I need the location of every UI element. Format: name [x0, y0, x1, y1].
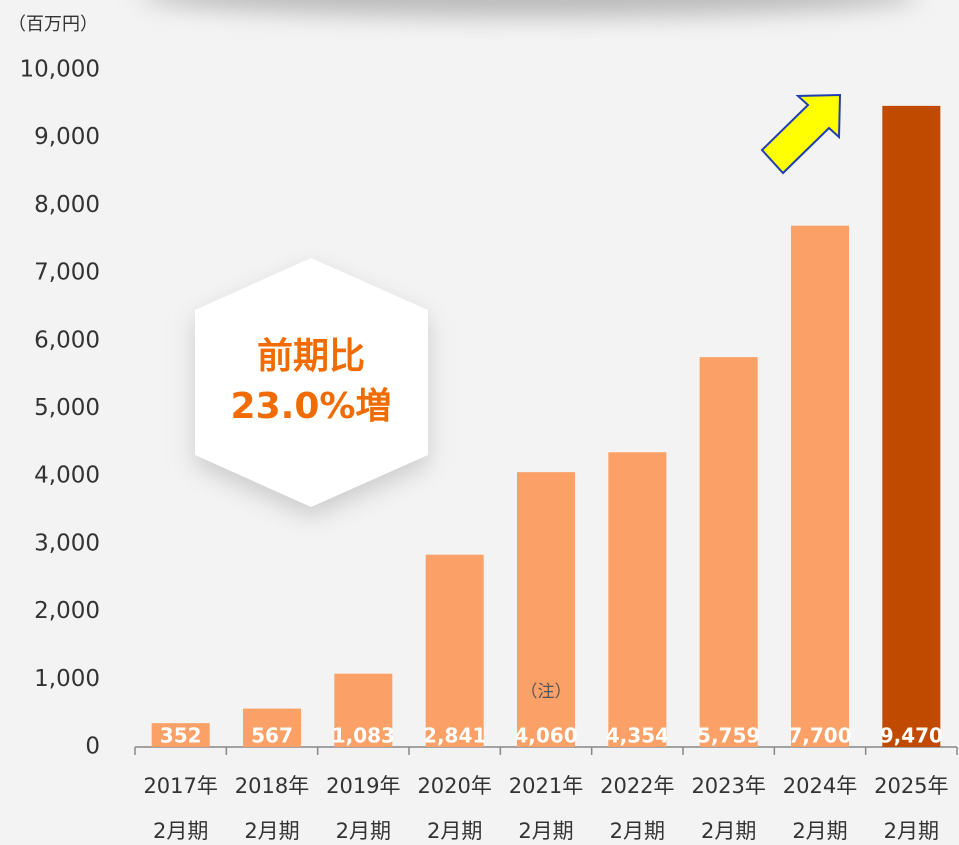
x-tick-label: 2023年 — [691, 774, 765, 798]
value-label: 567 — [251, 724, 293, 748]
value-label: 2,841 — [423, 724, 486, 748]
value-label: 7,700 — [788, 724, 851, 748]
bar — [243, 708, 301, 747]
arrow — [760, 93, 842, 175]
value-label: 9,470 — [880, 724, 943, 748]
y-tick-label: 1,000 — [34, 666, 100, 692]
y-tick-label: 7,000 — [34, 260, 100, 286]
bar — [425, 554, 484, 747]
y-tick-label: 2,000 — [34, 598, 100, 624]
y-tick-label: 3,000 — [34, 530, 100, 556]
value-label: 5,759 — [697, 724, 760, 748]
x-tick-label: 2月期 — [336, 819, 391, 843]
y-tick-label: 0 — [85, 734, 100, 760]
growth-label: 前期比 — [257, 336, 365, 377]
bar — [699, 357, 758, 747]
note: （注） — [521, 682, 572, 702]
y-tick-label: 9,000 — [34, 124, 100, 150]
x-tick-label: 2月期 — [153, 819, 208, 843]
bar — [334, 673, 393, 747]
bar — [791, 225, 849, 747]
x-tick-label: 2月期 — [884, 819, 939, 843]
top-shadow — [150, 0, 910, 17]
growth-value: 23.0%増 — [231, 386, 392, 427]
x-tick-label: 2021年 — [509, 774, 583, 798]
y-tick-label: 6,000 — [34, 327, 100, 353]
y-tick-label: 5,000 — [34, 395, 100, 421]
value-label: 4,060 — [514, 724, 577, 748]
hexagon — [195, 258, 428, 507]
x-tick-label: 2月期 — [610, 819, 665, 843]
x-tick-label: 2020年 — [417, 774, 491, 798]
x-tick-label: 2月期 — [244, 819, 299, 843]
bar — [882, 105, 941, 748]
bar — [517, 472, 575, 747]
y-tick-label: 4,000 — [34, 463, 100, 489]
value-label: 4,354 — [606, 724, 669, 748]
x-tick-label: 2025年 — [874, 774, 948, 798]
x-tick-label: 2月期 — [792, 819, 847, 843]
x-tick-label: 2019年 — [326, 774, 400, 798]
x-tick-label: 2022年 — [600, 774, 674, 798]
x-tick-label: 2月期 — [518, 819, 573, 843]
x-tick-label: 2024年 — [783, 774, 857, 798]
unit-label: （百万円） — [8, 14, 98, 35]
value-label: 352 — [160, 724, 202, 748]
x-tick-label: 2月期 — [427, 819, 482, 843]
y-tick-label: 8,000 — [34, 192, 100, 218]
x-tick-label: 2月期 — [701, 819, 756, 843]
y-tick-label: 10,000 — [20, 57, 100, 83]
bar — [151, 723, 210, 747]
x-tick-label: 2018年 — [235, 774, 309, 798]
value-label: 1,083 — [332, 724, 395, 748]
x-tick-label: 2017年 — [143, 774, 217, 798]
bar — [608, 452, 667, 747]
